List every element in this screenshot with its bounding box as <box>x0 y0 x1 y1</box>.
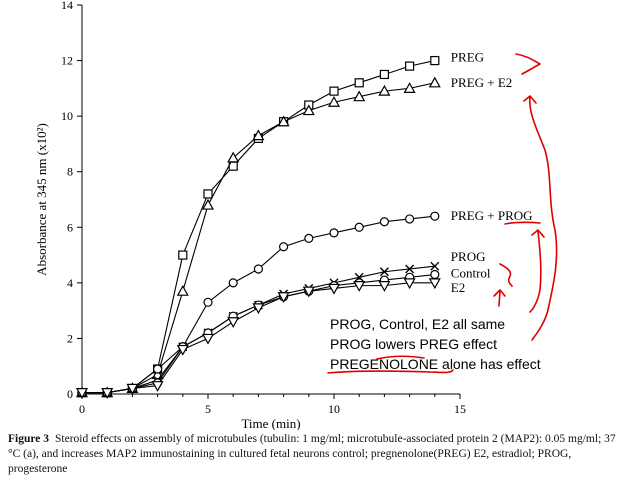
point-triangle-up <box>378 84 391 96</box>
point-square <box>430 55 440 66</box>
red-brace-low <box>499 263 513 287</box>
axes: 0 2 4 6 8 10 12 14 0 5 10 15 Time (min) Absorbance at… <box>34 0 466 430</box>
point-circle <box>203 297 213 307</box>
point-triangle-down <box>378 281 391 292</box>
point-triangle-down <box>176 344 189 356</box>
point-triangle-down <box>75 388 89 399</box>
x-tick-label: 10 <box>328 402 340 416</box>
point-circle <box>329 228 339 238</box>
series-line <box>82 273 435 394</box>
y-tick-label: 2 <box>67 331 73 345</box>
x-tick-label: 0 <box>79 402 85 416</box>
point-square <box>354 78 364 88</box>
point-triangle-down <box>201 333 215 345</box>
point-x <box>379 267 389 277</box>
y-axis-label: Absorbance at 345 nm (x10²) <box>34 123 49 276</box>
chart: 0 2 4 6 8 10 12 14 0 5 10 15 Time (min) Absorbance at… <box>34 0 558 430</box>
point-triangle-up <box>227 151 240 163</box>
point-x <box>405 264 415 274</box>
point-triangle-down <box>428 278 441 290</box>
annotation-line-2: PROG lowers PREG effect <box>330 336 497 352</box>
y-tick-label: 4 <box>67 276 73 290</box>
caption-text: Steroid effects on assembly of microtubu… <box>8 433 616 475</box>
point-triangle-up <box>201 198 215 210</box>
point-square <box>203 189 213 199</box>
point-triangle-down <box>126 383 139 395</box>
point-triangle-down <box>151 381 164 392</box>
point-square <box>405 61 415 71</box>
x-tick-label: 15 <box>454 402 466 416</box>
point-triangle-down <box>277 292 290 303</box>
point-triangle-down <box>302 286 315 298</box>
point-triangle-up <box>302 104 315 116</box>
series-label: PROG <box>451 249 486 264</box>
point-triangle-up <box>277 115 290 127</box>
y-tick-label: 14 <box>61 0 73 12</box>
point-triangle-up <box>176 284 189 296</box>
y-tick-label: 12 <box>61 54 73 68</box>
point-triangle-up <box>428 76 441 88</box>
red-brace-preg <box>515 53 541 75</box>
point-square <box>379 69 389 80</box>
y-tick-label: 8 <box>67 165 73 179</box>
point-triangle-down <box>353 281 366 292</box>
red-underline-lowers <box>376 355 425 360</box>
point-circle <box>153 364 163 374</box>
series-layer <box>75 55 441 399</box>
point-triangle-down <box>327 283 341 295</box>
y-tick-label: 6 <box>67 220 73 234</box>
red-underline-pregenolone <box>327 369 454 374</box>
point-circle <box>379 217 389 227</box>
x-axis-label: Time (min) <box>241 416 300 430</box>
point-triangle-up <box>327 96 341 107</box>
point-triangle-up <box>353 90 366 102</box>
red-arrow-preg-e2 <box>523 95 558 341</box>
point-triangle-down <box>101 388 114 399</box>
point-triangle-up <box>252 129 265 141</box>
point-circle <box>228 278 238 288</box>
point-square <box>178 250 188 260</box>
x-tick-label: 5 <box>205 402 211 416</box>
y-tick-label: 10 <box>61 109 73 123</box>
series-label: PREG + PROG <box>451 208 533 223</box>
point-circle <box>430 211 440 221</box>
series-label: Control <box>451 266 491 281</box>
point-circle <box>354 222 364 232</box>
red-arrow-low <box>493 289 506 307</box>
point-circle <box>279 242 289 252</box>
red-underline-prog <box>504 221 541 225</box>
point-triangle-up <box>403 82 416 93</box>
annotation-line-3: PREGENOLONE alone has effect <box>330 356 541 372</box>
point-circle <box>405 214 415 224</box>
point-circle <box>253 264 263 274</box>
point-x <box>430 261 440 271</box>
red-arrow-preg-prog <box>529 229 545 313</box>
y-tick-label: 0 <box>67 387 73 401</box>
point-triangle-down <box>227 317 240 328</box>
series-label: PREG <box>451 50 484 65</box>
point-circle <box>304 233 314 243</box>
series-e2 <box>75 278 441 399</box>
figure-caption: Figure 3 Steroid effects on assembly of m… <box>8 432 618 477</box>
point-triangle-down <box>403 278 416 290</box>
series-label: E2 <box>451 280 465 295</box>
point-square <box>329 86 339 96</box>
annotation-layer: PROG, Control, E2 all same PROG lowers PR… <box>327 53 558 374</box>
point-circle <box>430 269 440 280</box>
caption-label: Figure 3 <box>8 433 49 445</box>
series-label: PREG + E2 <box>451 75 513 90</box>
series-preg-prog <box>77 211 440 398</box>
annotation-line-1: PROG, Control, E2 all same <box>330 316 505 332</box>
point-triangle-down <box>252 303 265 315</box>
